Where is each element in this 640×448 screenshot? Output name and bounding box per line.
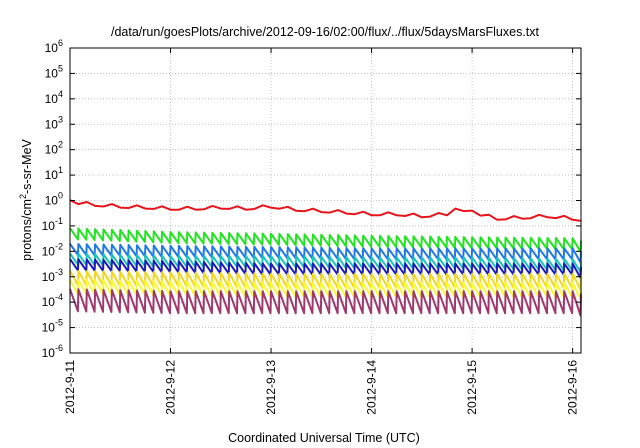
x-tick-label: 2012-9-14 (365, 360, 379, 415)
y-tick-label: 100 (45, 191, 63, 208)
chart-title: /data/run/goesPlots/archive/2012-09-16/0… (111, 25, 540, 39)
y-axis-label-pre: protons/cm (20, 199, 34, 261)
x-axis-label: Coordinated Universal Time (UTC) (228, 431, 420, 445)
y-tick-label: 104 (45, 89, 63, 106)
y-tick-label: 101 (45, 165, 63, 182)
y-axis-label-sup: 2 (18, 194, 28, 199)
series-line-2 (69, 227, 582, 253)
x-tick-label: 2012-9-12 (164, 360, 178, 415)
y-tick-label: 106 (45, 38, 63, 55)
y-tick-label: 102 (45, 140, 63, 157)
y-tick-label: 10-4 (42, 292, 63, 309)
y-tick-label: 10-5 (42, 318, 63, 335)
x-tick-label: 2012-9-16 (566, 360, 580, 415)
y-tick-label: 103 (45, 114, 63, 131)
y-tick-label: 10-6 (42, 343, 63, 360)
y-axis-ticks: 106 105 104 103 102 101 100 10-1 10-2 10-3 10-4 10-… (42, 38, 581, 360)
y-tick-label: 10-2 (42, 241, 63, 258)
x-tick-label: 2012-9-15 (465, 360, 479, 415)
y-tick-label: 105 (45, 63, 63, 80)
x-tick-label: 2012-9-11 (63, 360, 77, 414)
y-axis-label: protons/cm2-s-sr-MeV (18, 138, 34, 260)
y-axis-label-post: -s-sr-MeV (20, 138, 34, 194)
series-lines (69, 199, 582, 317)
series-line-8 (69, 288, 582, 317)
y-tick-label: 10-3 (42, 267, 63, 284)
x-axis-ticks: 2012-9-11 2012-9-12 2012-9-13 2012-9-14 2012… (63, 48, 580, 415)
x-tick-label: 2012-9-13 (264, 360, 278, 415)
y-tick-label: 10-1 (42, 216, 63, 233)
series-line-1 (69, 199, 582, 222)
